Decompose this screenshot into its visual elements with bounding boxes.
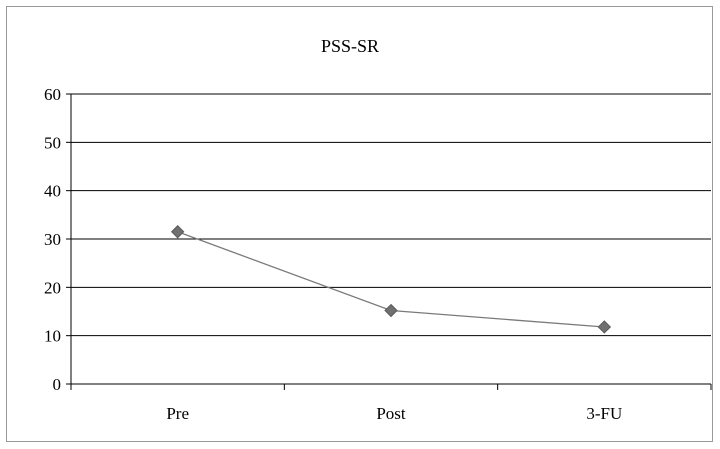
y-tick-label: 40: [44, 182, 61, 201]
series-group: [170, 225, 612, 334]
gridlines: [71, 93, 711, 337]
chart-frame: [6, 6, 713, 442]
data-point-pre: [170, 225, 185, 239]
y-tick-label: 0: [53, 375, 62, 394]
y-tick-label: 20: [44, 278, 61, 297]
chart-title: PSS-SR: [321, 36, 379, 56]
y-tick-label: 60: [44, 85, 61, 104]
data-point-3-fu: [597, 320, 612, 334]
y-axis-ticks: 0 10 20 30 40 50 60: [44, 85, 71, 394]
x-axis-ticks: Pre Post 3-FU: [70, 384, 712, 423]
x-tick-label: Post: [376, 404, 406, 423]
x-tick-label: 3-FU: [586, 404, 622, 423]
y-tick-label: 50: [44, 133, 61, 152]
x-tick-label: Pre: [166, 404, 189, 423]
y-tick-label: 30: [44, 230, 61, 249]
data-point-post: [384, 303, 398, 318]
y-tick-label: 10: [44, 327, 61, 346]
